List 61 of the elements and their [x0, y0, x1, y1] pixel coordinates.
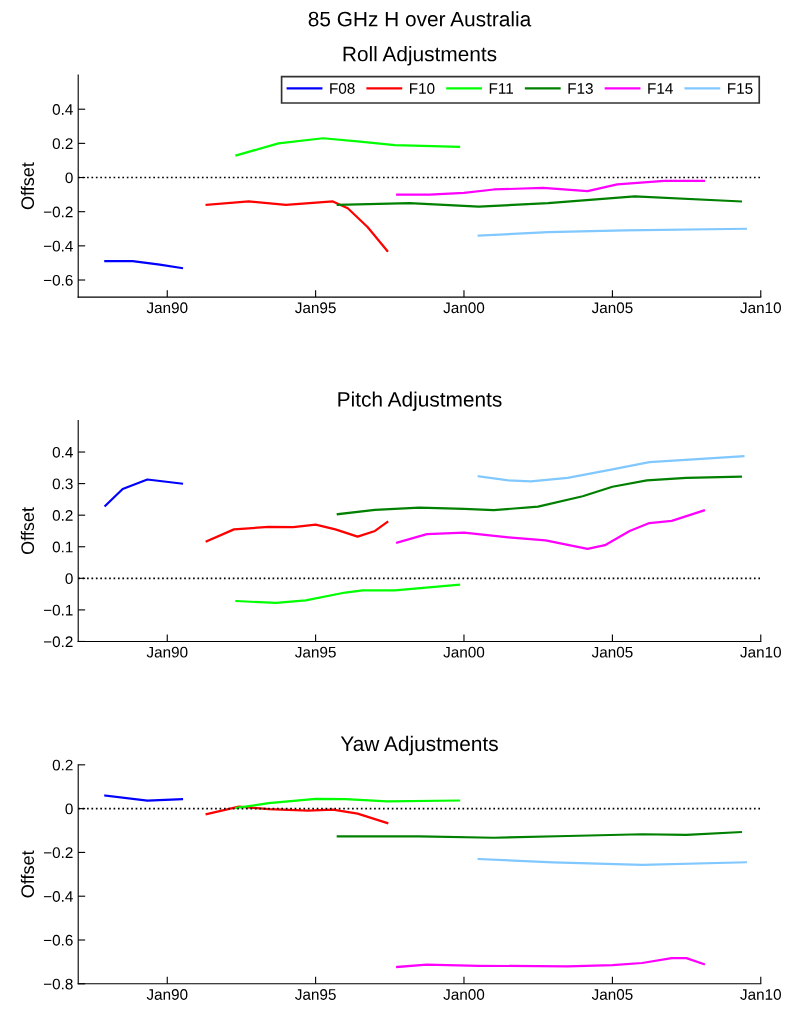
legend-label: F08 [330, 83, 355, 94]
x-tick-label: Jan05 [591, 302, 633, 314]
y-tick-label: −0.6 [43, 274, 73, 286]
line-series [235, 583, 461, 605]
line-series [205, 200, 389, 253]
line-series [235, 797, 461, 810]
x-tick-label: Jan10 [740, 302, 781, 314]
line-series [477, 227, 747, 237]
chart-subtitle: Roll Adjustments [343, 46, 497, 66]
line-series [336, 195, 742, 208]
x-tick-label: Jan90 [146, 646, 188, 658]
legend-label: F15 [728, 83, 753, 94]
chart-subtitle: Pitch Adjustments [338, 391, 502, 411]
y-tick-label: 0.1 [52, 541, 73, 553]
line-series [336, 475, 742, 516]
x-tick-label: Jan05 [591, 989, 633, 1000]
line-series [396, 509, 706, 551]
line-series [235, 137, 461, 157]
line-series [477, 455, 745, 483]
legend-label: F10 [410, 83, 435, 94]
y-tick-label: −0.8 [43, 978, 73, 990]
x-tick-label: Jan90 [146, 302, 188, 314]
y-tick-label: −0.4 [43, 891, 73, 902]
x-tick-label: Jan10 [740, 989, 781, 1000]
y-tick-label: −0.6 [43, 934, 73, 946]
y-tick-label: 0 [65, 172, 73, 184]
y-tick-label: −0.4 [43, 240, 73, 252]
y-axis-title: Offset [20, 507, 35, 555]
y-axis-title: Offset [20, 162, 35, 210]
y-tick-label: −0.2 [43, 636, 73, 648]
line-series [396, 957, 706, 969]
y-tick-label: 0.3 [52, 478, 73, 490]
y-tick-label: 0.2 [52, 138, 73, 150]
line-series [396, 179, 706, 196]
y-tick-label: 0.4 [52, 446, 73, 458]
x-tick-label: Jan10 [740, 646, 781, 658]
y-tick-label: 0.2 [52, 510, 73, 521]
x-tick-label: Jan00 [443, 646, 485, 658]
x-tick-label: Jan00 [443, 302, 485, 314]
x-tick-label: Jan95 [295, 302, 336, 314]
legend-label: F11 [489, 83, 513, 94]
line-series [104, 478, 184, 507]
chart-title: 85 GHz H over Australia [308, 11, 532, 27]
x-tick-label: Jan95 [295, 646, 336, 658]
y-tick-label: 0.4 [52, 104, 73, 115]
line-series [205, 521, 389, 543]
x-tick-label: Jan95 [295, 989, 336, 1000]
x-tick-label: Jan90 [146, 989, 188, 1000]
chart-subtitle: Yaw Adjustments [340, 735, 498, 756]
legend-label: F14 [648, 83, 673, 94]
y-tick-label: −0.2 [43, 206, 73, 218]
y-tick-label: 0 [65, 573, 73, 585]
legend-label: F13 [568, 83, 593, 94]
y-tick-label: −0.1 [43, 604, 73, 616]
y-axis-title: Offset [20, 850, 35, 898]
x-tick-label: Jan05 [591, 646, 633, 658]
line-series [205, 805, 389, 825]
y-tick-label: −0.2 [43, 847, 73, 859]
x-tick-label: Jan00 [443, 989, 485, 1000]
y-tick-label: 0 [65, 803, 73, 815]
y-tick-label: 0.2 [52, 759, 73, 771]
